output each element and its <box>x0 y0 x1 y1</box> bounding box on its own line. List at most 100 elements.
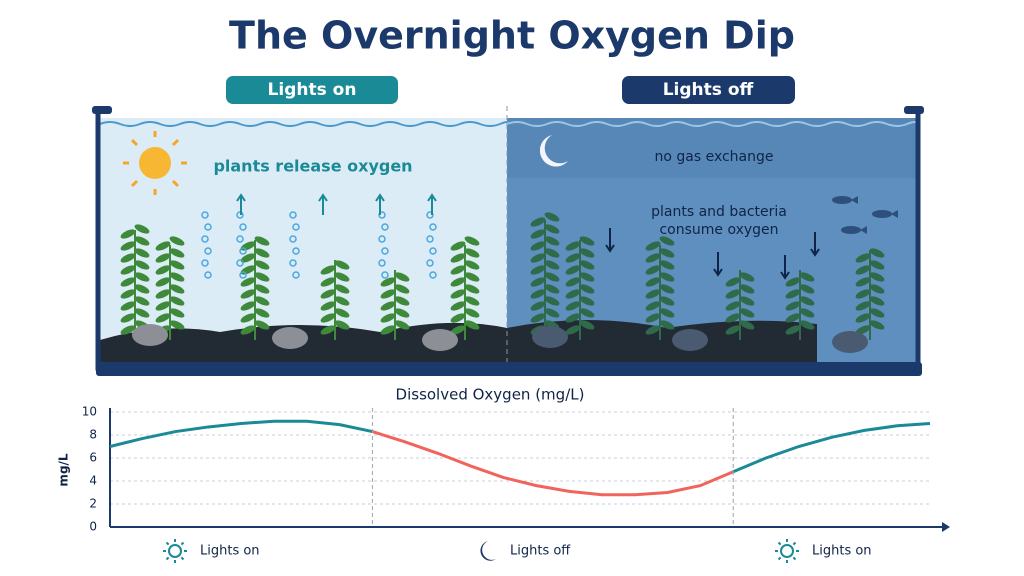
leaf <box>530 289 546 299</box>
leaf <box>240 313 256 323</box>
leaf <box>450 253 466 263</box>
bubble <box>204 247 212 255</box>
ray <box>792 541 797 546</box>
tank-rim <box>92 106 112 114</box>
tank-rim <box>904 106 924 114</box>
fish-tail <box>891 210 898 218</box>
y-tick-label: 8 <box>89 428 97 442</box>
leaf <box>785 325 801 335</box>
leaf <box>530 217 546 227</box>
leaf <box>464 320 480 330</box>
leaf <box>544 260 560 270</box>
series-line <box>732 422 931 474</box>
leaf <box>334 260 350 270</box>
leaf <box>659 272 675 282</box>
moon-icon <box>480 541 496 561</box>
leaf <box>855 253 871 263</box>
bubble <box>236 259 244 267</box>
leaf <box>169 320 185 330</box>
leaf <box>855 301 871 311</box>
leaf <box>394 284 410 294</box>
ray <box>777 556 782 561</box>
leaf <box>645 265 661 275</box>
leaf <box>169 296 185 306</box>
bubble <box>292 223 300 231</box>
leaf <box>464 308 480 318</box>
leaf <box>334 284 350 294</box>
leaf <box>155 289 171 299</box>
legend-label: Lights on <box>200 544 260 559</box>
leaf <box>155 253 171 263</box>
leaf <box>169 260 185 270</box>
leaf <box>579 308 595 318</box>
leaf <box>565 277 581 287</box>
pill-lights-on <box>226 76 398 104</box>
leaf <box>659 308 675 318</box>
leaf <box>530 241 546 251</box>
sun-icon <box>163 539 187 563</box>
bubble <box>204 223 212 231</box>
sun <box>123 131 187 195</box>
leaf <box>544 296 560 306</box>
arrow-head <box>605 244 615 253</box>
ray <box>165 556 170 561</box>
leaf <box>380 301 396 311</box>
leaf <box>869 308 885 318</box>
leaf <box>739 272 755 282</box>
leaf <box>799 308 815 318</box>
bubble <box>429 223 437 231</box>
bubble <box>429 271 437 279</box>
leaf <box>394 272 410 282</box>
leaf <box>120 325 136 335</box>
leaf <box>320 289 336 299</box>
leaf <box>645 289 661 299</box>
leaf <box>579 296 595 306</box>
leaf <box>169 284 185 294</box>
leaf <box>254 320 270 330</box>
leaf <box>155 313 171 323</box>
leaf <box>579 284 595 294</box>
leaf <box>155 265 171 275</box>
leaf <box>334 296 350 306</box>
leaf <box>659 248 675 258</box>
pill-lights-off <box>622 76 795 104</box>
surface <box>99 121 509 127</box>
arrow-head <box>713 268 723 277</box>
leaf <box>450 265 466 275</box>
leaf <box>544 248 560 258</box>
leaf <box>645 313 661 323</box>
moon <box>539 135 568 167</box>
leaf <box>320 301 336 311</box>
leaf <box>120 301 136 311</box>
bubble <box>426 259 434 267</box>
leaf <box>645 241 661 251</box>
arrow-head <box>427 193 437 202</box>
series-line <box>109 419 373 448</box>
leaf <box>464 284 480 294</box>
ray <box>180 556 185 561</box>
leaf <box>464 248 480 258</box>
leaf <box>530 277 546 287</box>
leaf <box>240 301 256 311</box>
leaf <box>254 284 270 294</box>
leaf <box>799 284 815 294</box>
leaf <box>565 289 581 299</box>
leaf <box>254 296 270 306</box>
leaf <box>739 296 755 306</box>
leaf <box>579 272 595 282</box>
leaf <box>725 325 741 335</box>
legend-label: Lights on <box>812 544 872 559</box>
leaf <box>134 296 150 306</box>
bubble <box>378 235 386 243</box>
rock <box>422 329 458 351</box>
leaf <box>450 241 466 251</box>
leaf <box>120 289 136 299</box>
fish <box>872 210 892 218</box>
arrow-head <box>810 248 820 257</box>
leaf <box>155 277 171 287</box>
leaf <box>394 308 410 318</box>
caption: plants and bacteria <box>651 204 787 220</box>
fish <box>832 196 852 204</box>
leaf <box>725 301 741 311</box>
leaf <box>320 325 336 335</box>
